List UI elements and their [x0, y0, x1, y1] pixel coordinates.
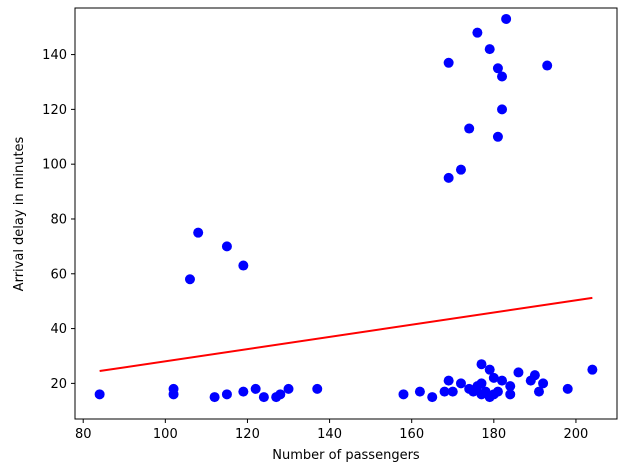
x-tick-label: 140	[317, 427, 342, 442]
data-point-18	[427, 392, 438, 403]
x-tick-label: 80	[75, 427, 92, 442]
y-tick-label: 140	[42, 48, 67, 63]
data-point-9	[238, 386, 249, 397]
y-axis-ticks: 20 40 60 80 100 120 140	[42, 48, 75, 392]
data-point-19	[439, 386, 450, 397]
data-point-48	[505, 381, 516, 392]
data-point-32	[476, 378, 487, 389]
data-point-42	[492, 63, 503, 74]
trend-line	[99, 296, 593, 373]
data-point-56	[587, 364, 598, 375]
x-tick-label: 100	[153, 427, 178, 442]
data-point-46	[501, 13, 512, 24]
y-tick-label: 20	[50, 377, 67, 392]
plot-frame	[74, 7, 618, 420]
data-point-8	[238, 260, 249, 271]
data-point-23	[447, 386, 458, 397]
data-point-4	[193, 227, 204, 238]
data-point-55	[562, 383, 573, 394]
data-point-33	[476, 359, 487, 370]
data-point-44	[497, 104, 508, 115]
data-point-20	[443, 375, 454, 386]
data-point-2	[168, 383, 179, 394]
data-point-36	[484, 364, 495, 375]
data-point-22	[443, 57, 454, 68]
data-point-30	[472, 27, 483, 38]
y-tick-label: 40	[50, 322, 67, 337]
data-point-54	[542, 60, 553, 71]
data-point-49	[513, 367, 524, 378]
data-point-52	[533, 386, 544, 397]
data-point-6	[221, 241, 232, 252]
data-point-47	[505, 389, 516, 400]
data-point-25	[455, 164, 466, 175]
data-point-53	[538, 378, 549, 389]
data-point-39	[488, 372, 499, 383]
x-axis-ticks: 80 100 120 140 160 180 200	[75, 419, 588, 442]
data-point-51	[529, 370, 540, 381]
data-point-14	[283, 383, 294, 394]
data-point-37	[484, 44, 495, 55]
y-tick-label: 80	[50, 212, 67, 227]
x-tick-label: 160	[399, 427, 424, 442]
data-point-24	[455, 378, 466, 389]
data-point-13	[275, 389, 286, 400]
y-tick-label: 100	[42, 158, 67, 173]
data-point-11	[258, 392, 269, 403]
y-axis-label: Arrival delay in minutes	[12, 136, 27, 291]
data-point-10	[250, 383, 261, 394]
x-tick-label: 180	[481, 427, 506, 442]
data-point-17	[414, 386, 425, 397]
data-point-41	[492, 131, 503, 142]
data-point-15	[312, 383, 323, 394]
data-point-40	[492, 386, 503, 397]
x-tick-label: 200	[564, 427, 589, 442]
y-tick-label: 120	[42, 103, 67, 118]
data-point-0	[94, 389, 105, 400]
data-point-5	[209, 392, 220, 403]
data-point-45	[497, 71, 508, 82]
y-tick-label: 60	[50, 267, 67, 282]
data-point-21	[443, 172, 454, 183]
data-point-27	[464, 123, 475, 134]
chart-marks	[94, 13, 598, 403]
data-point-7	[221, 389, 232, 400]
data-point-43	[497, 375, 508, 386]
x-tick-label: 120	[235, 427, 260, 442]
data-point-3	[184, 274, 195, 285]
data-point-16	[398, 389, 409, 400]
x-axis-label: Number of passengers	[272, 448, 420, 463]
